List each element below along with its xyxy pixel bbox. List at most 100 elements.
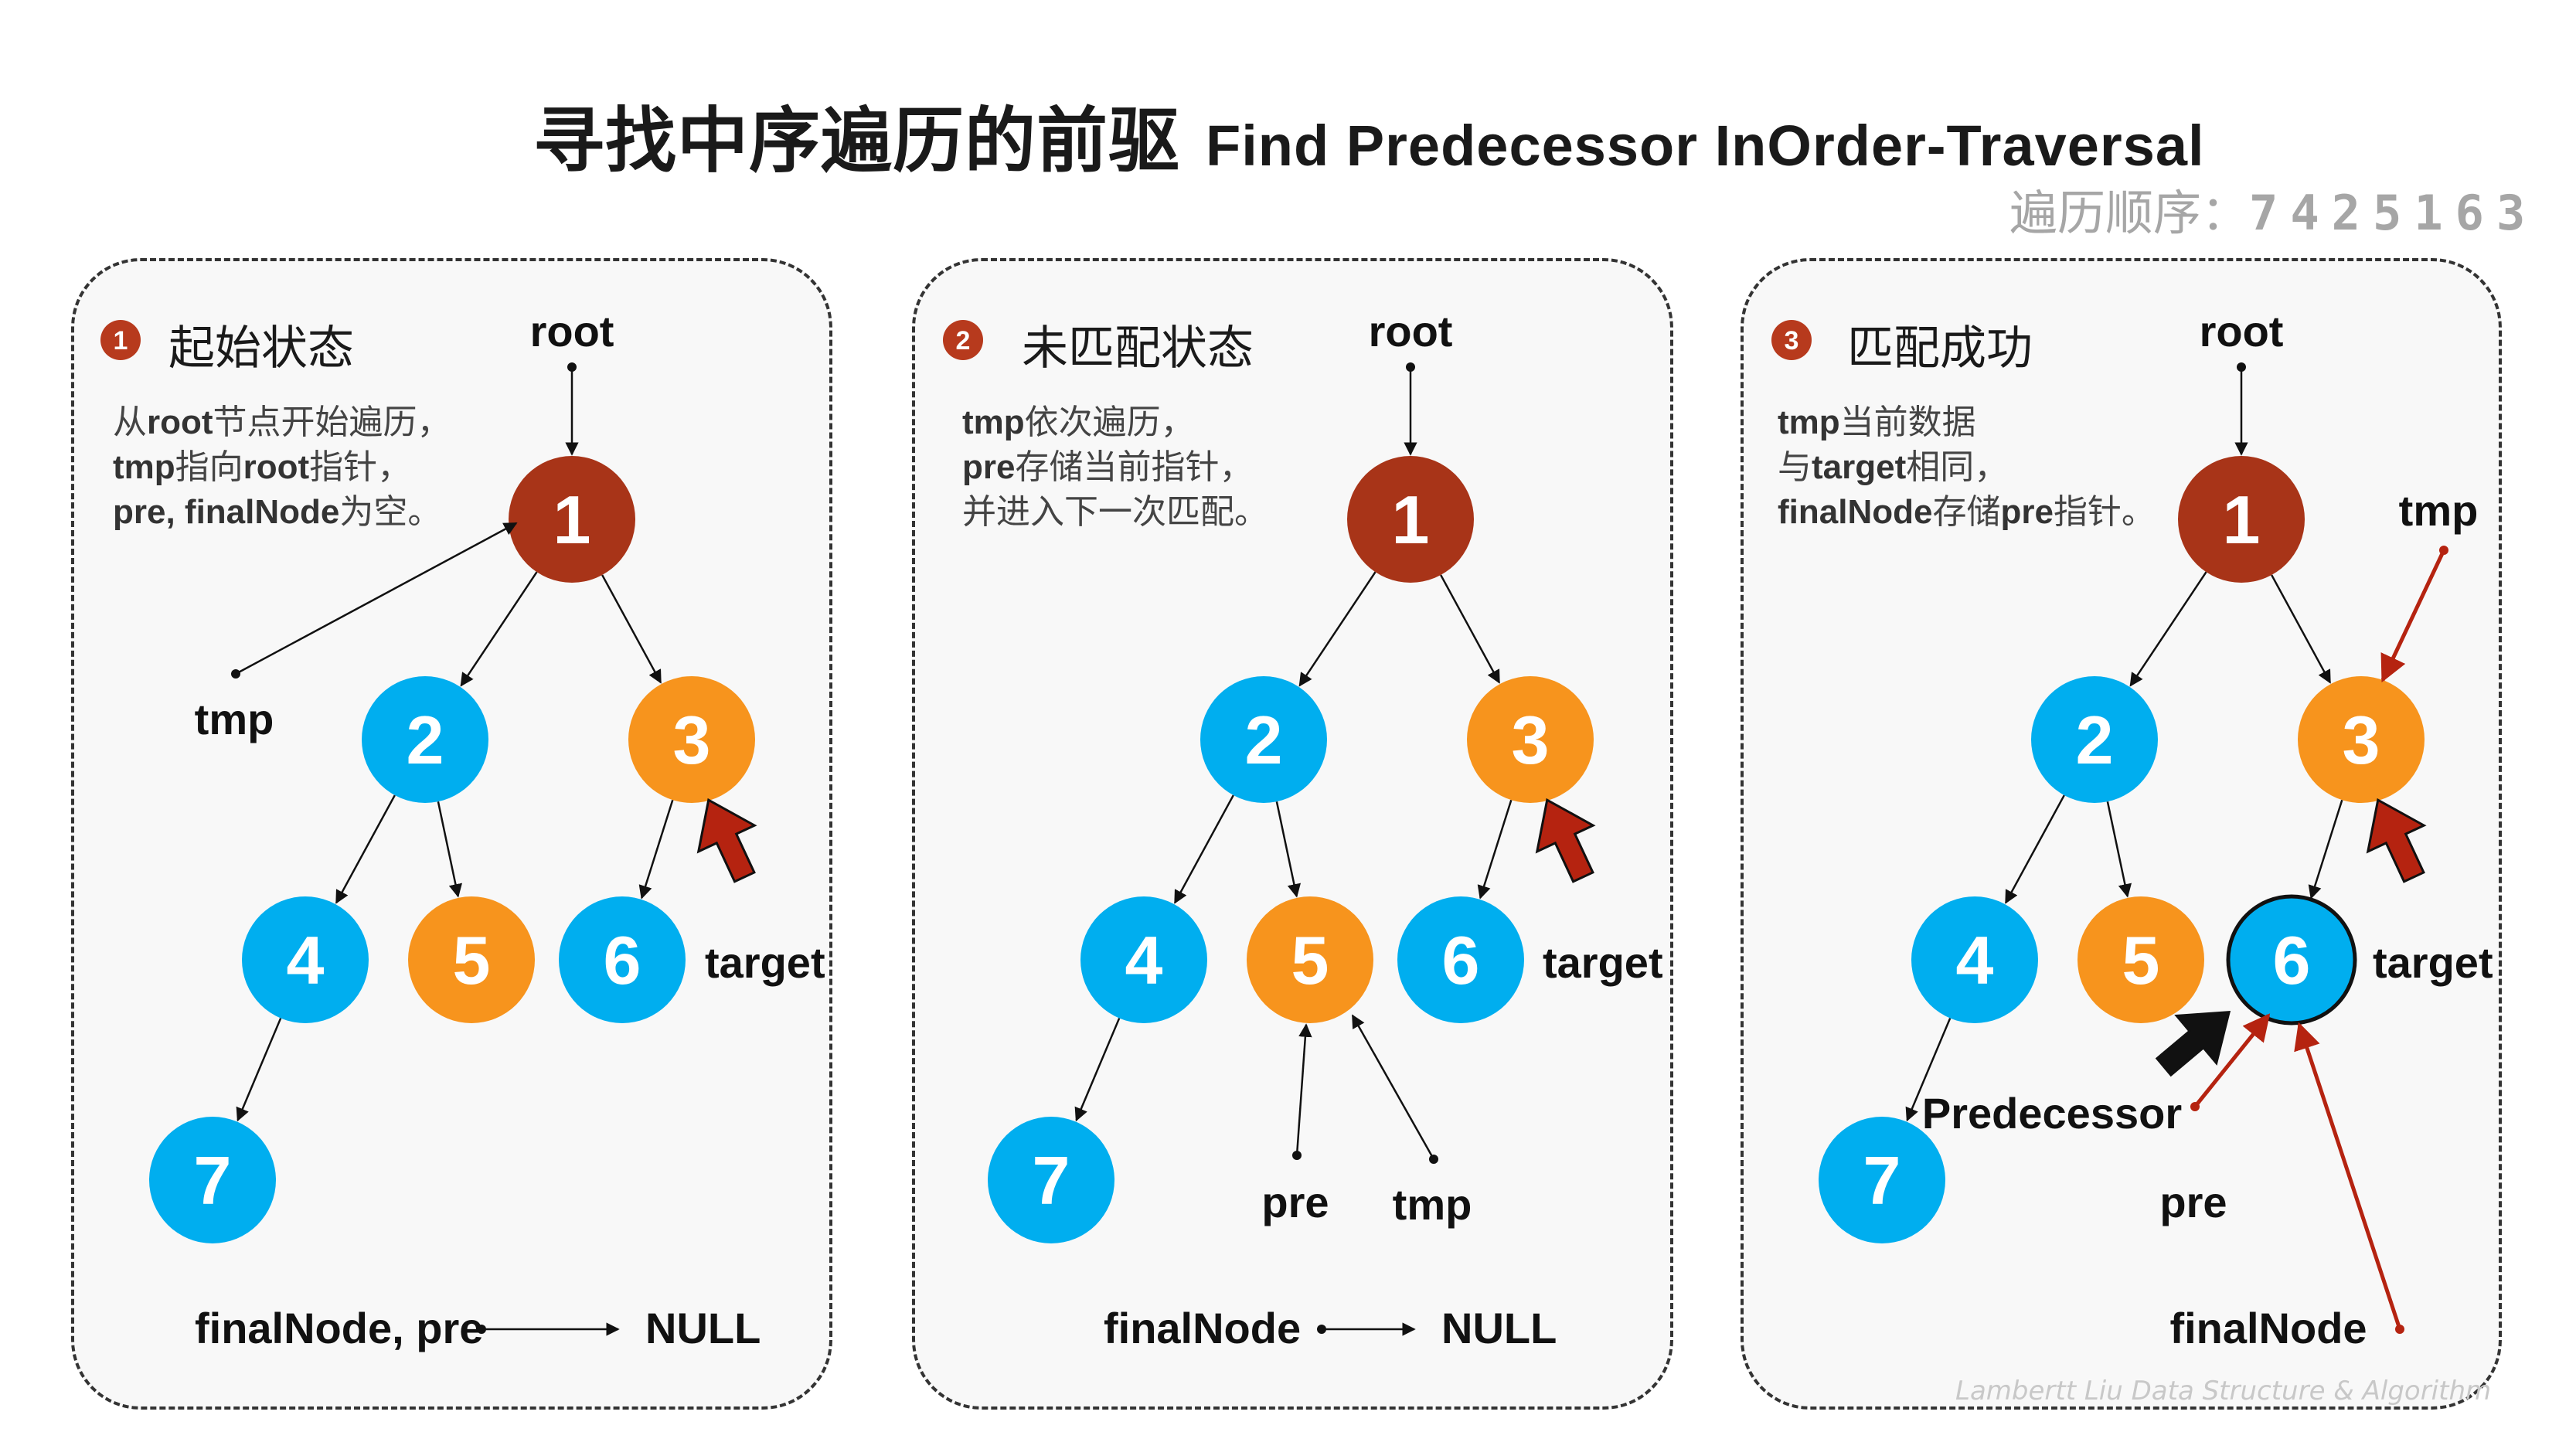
null-label: NULL xyxy=(645,1304,761,1352)
tree-node-1 xyxy=(1347,456,1474,583)
panel-2-description: tmp依次遍历， pre存储当前指针， 并进入下一次匹配。 xyxy=(962,400,1268,535)
root-label: root xyxy=(530,307,614,355)
target-arrow-icon xyxy=(2366,798,2427,883)
desc-line: pre存储当前指针， xyxy=(962,447,1254,487)
tree-node-label: 3 xyxy=(673,702,711,778)
tree-node-label: 2 xyxy=(1245,702,1283,778)
tree-node-3 xyxy=(1467,676,1594,803)
tree-panel-1: 1 2 3 4 5 6 7 xyxy=(149,456,755,1243)
tree-node-7 xyxy=(149,1117,276,1243)
tree-node-label: 7 xyxy=(194,1142,232,1219)
desc-line: tmp依次遍历， xyxy=(962,403,1195,442)
root-label: root xyxy=(2200,307,2284,355)
pre-pointer xyxy=(1295,1023,1312,1156)
step-badge-number: 3 xyxy=(1785,326,1799,355)
tree-edge xyxy=(1298,571,1376,687)
desc-line: tmp指向root指针， xyxy=(113,447,412,487)
tree-node-label: 1 xyxy=(1392,481,1430,558)
target-label: target xyxy=(1543,938,1663,987)
tree-edge xyxy=(2271,574,2331,684)
panel-3-title: 匹配成功 xyxy=(1847,321,2033,376)
tree-node-label: 6 xyxy=(1442,922,1480,998)
tree-node-label: 7 xyxy=(1863,1142,1901,1219)
tree-edge xyxy=(601,574,662,684)
tree-node-label: 4 xyxy=(1956,922,1994,998)
tmp-label: tmp xyxy=(195,695,274,743)
tree-node-5 xyxy=(408,896,535,1023)
target-label: target xyxy=(705,938,825,987)
tree-edge xyxy=(1477,799,1513,900)
target-arrow-icon xyxy=(1535,798,1596,883)
tree-edge xyxy=(236,1018,282,1122)
tree-panel-3: 1 2 3 4 5 6 7 xyxy=(1819,456,2425,1243)
tree-node-7 xyxy=(1819,1117,1945,1243)
pre-label: pre xyxy=(1261,1178,1329,1226)
traversal-sequence: 7425163 xyxy=(2249,185,2538,241)
target-label: target xyxy=(2373,938,2493,987)
tree-node-6 xyxy=(559,896,686,1023)
tree-edge xyxy=(335,794,396,904)
tree-node-4 xyxy=(1080,896,1207,1023)
tree-edge xyxy=(2129,571,2207,687)
tmp-label: tmp xyxy=(2399,486,2479,535)
tree-node-2 xyxy=(2031,676,2158,803)
tree-node-label: 5 xyxy=(1291,922,1329,998)
finalnode-pointer xyxy=(2294,1022,2402,1330)
tree-edge xyxy=(1905,1018,1952,1122)
panel-3-description: tmp当前数据 与target相同， finalNode存储pre指针。 xyxy=(1778,400,2156,535)
finalnode-label: finalNode xyxy=(1104,1304,1301,1352)
tree-node-2 xyxy=(1200,676,1327,803)
panel-badges: 1 2 3 xyxy=(100,320,1812,360)
desc-line: finalNode存储pre指针。 xyxy=(1778,492,2156,532)
annotations: root root root tmp target finalNode, pre NULL p… xyxy=(195,307,2493,1352)
step-badge xyxy=(100,320,141,360)
step-badge-number: 1 xyxy=(114,326,128,355)
tree-node-3 xyxy=(2298,676,2425,803)
tree-edge xyxy=(2005,794,2065,904)
finalnode-label: finalNode xyxy=(2169,1304,2367,1352)
tree-node-4 xyxy=(242,896,369,1023)
panel-2-title: 未匹配状态 xyxy=(1022,321,1254,376)
tree-edge xyxy=(1275,801,1302,898)
tree-panel-2: 1 2 3 4 5 6 7 xyxy=(988,456,1594,1243)
desc-line: 并进入下一次匹配。 xyxy=(962,492,1268,532)
tmp-pointer xyxy=(2380,549,2446,683)
tree-node-label: 6 xyxy=(2273,922,2311,998)
tree-node-label: 3 xyxy=(1512,702,1550,778)
title-en: Find Predecessor InOrder-Traversal xyxy=(1206,114,2205,178)
tmp-label: tmp xyxy=(1393,1180,1472,1229)
tree-node-label: 2 xyxy=(407,702,444,778)
pre-pointer xyxy=(2193,1013,2271,1108)
target-arrow-icon xyxy=(696,798,757,883)
tree-edge xyxy=(437,801,463,898)
root-label: root xyxy=(1369,307,1453,355)
tree-node-1 xyxy=(2178,456,2305,583)
tree-node-6 xyxy=(2226,894,2357,1026)
footer-credit: Lambertt Liu Data Structure & Algorithm xyxy=(1955,1376,2492,1406)
tree-node-label: 7 xyxy=(1033,1142,1070,1219)
tree-edge xyxy=(1174,794,1234,904)
tree-node-4 xyxy=(1911,896,2038,1023)
step-badge-number: 2 xyxy=(956,326,971,355)
traversal-order: 遍历顺序：7425163 xyxy=(2009,174,2537,243)
tree-node-5 xyxy=(1247,896,1373,1023)
tree-edge xyxy=(2106,801,2132,898)
tree-edge xyxy=(2308,799,2343,900)
tree-node-label: 1 xyxy=(2223,481,2261,558)
trees: 1 2 3 4 5 6 7 1 2 3 4 5 6 7 1 2 3 4 5 6 7 xyxy=(149,456,2425,1243)
tree-edge xyxy=(1440,574,1500,684)
panel-1-title: 起始状态 xyxy=(168,321,354,376)
desc-line: 从root节点开始遍历， xyxy=(113,403,451,442)
tree-node-1 xyxy=(509,456,635,583)
tree-node-label: 5 xyxy=(453,922,491,998)
traversal-label: 遍历顺序： xyxy=(2009,185,2250,241)
tree-node-label: 6 xyxy=(604,922,641,998)
tree-node-7 xyxy=(988,1117,1114,1243)
null-label: NULL xyxy=(1441,1304,1557,1352)
tree-node-label: 4 xyxy=(287,922,325,998)
tree-node-label: 1 xyxy=(553,481,591,558)
tree-node-label: 2 xyxy=(2076,702,2114,778)
finalnode-pre-label: finalNode, pre xyxy=(195,1304,483,1352)
tree-node-5 xyxy=(2077,896,2204,1023)
